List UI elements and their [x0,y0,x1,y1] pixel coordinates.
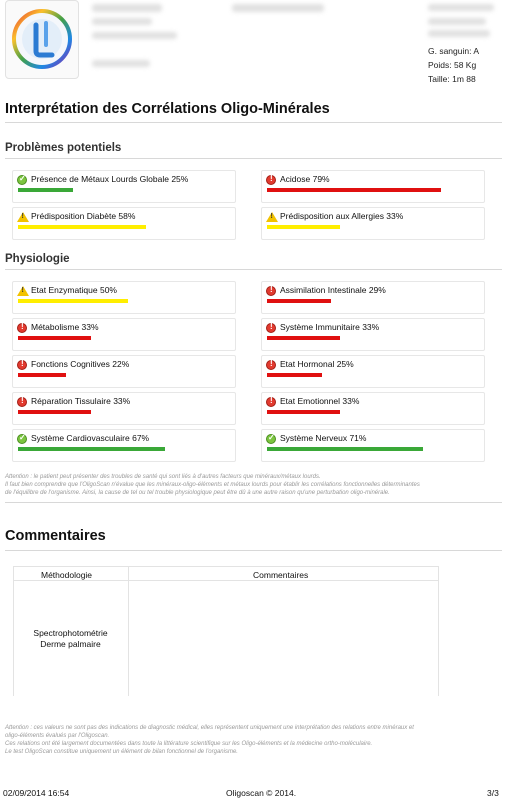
section-title-problems: Problèmes potentiels [5,142,122,154]
indicator-label: Acidose 79% [280,174,330,184]
redacted-text [428,30,490,37]
column-header-method: Méthodologie [41,570,93,580]
comments-title: Commentaires [5,528,106,544]
indicator-label: Système Nerveux 71% [280,433,367,443]
indicator-card: Prédisposition Diabète 58% [12,207,236,240]
warning-triangle-icon [17,286,29,296]
method-value: Spectrophotométrie [33,628,108,638]
check-circle-icon [17,433,27,444]
indicator-bar [267,336,340,340]
footer-page-number: 3/3 [487,788,499,798]
redacted-text [428,18,486,25]
indicator-label: Présence de Métaux Lourds Globale 25% [31,174,189,184]
redacted-text [92,60,150,67]
disclaimer-line: oligo-éléments évalués par l'Oligoscan. [5,733,110,739]
footer-datetime: 02/09/2014 16:54 [3,788,70,798]
page-title: Interprétation des Corrélations Oligo-Mi… [5,101,330,117]
indicator-card: Réparation Tissulaire 33% [12,392,236,425]
exclamation-circle-icon [17,359,27,370]
indicator-card: Etat Emotionnel 33% [261,392,485,425]
divider [5,502,502,503]
indicator-label: Fonctions Cognitives 22% [31,359,130,369]
indicator-card: Système Nerveux 71% [261,429,485,462]
warning-triangle-icon [17,212,29,222]
redacted-text [232,4,324,12]
column-header-comments: Commentaires [253,570,309,580]
oligoscan-logo-icon [12,9,72,69]
indicator-bar [267,188,441,192]
indicator-card: Système Immunitaire 33% [261,318,485,351]
redacted-text [92,32,177,39]
exclamation-circle-icon [266,174,276,185]
weight: Poids: 58 Kg [428,60,477,70]
indicator-label: Système Immunitaire 33% [280,322,380,332]
indicator-bar [18,225,146,229]
exclamation-circle-icon [266,285,276,296]
indicator-bar [18,299,128,303]
exclamation-circle-icon [266,322,276,333]
indicator-bar [267,410,340,414]
exclamation-circle-icon [266,359,276,370]
footer-copyright: Oligoscan © 2014. [226,788,297,798]
blood-group: G. sanguin: A [428,46,480,56]
indicator-bar [18,410,91,414]
exclamation-circle-icon [17,396,27,407]
redacted-text [92,4,162,12]
logo [5,0,79,79]
indicator-card: Etat Hormonal 25% [261,355,485,388]
method-value: Derme palmaire [40,639,101,649]
indicator-card: Métabolisme 33% [12,318,236,351]
indicator-card: Système Cardiovasculaire 67% [12,429,236,462]
disclaimer-line: de l'équilibre de l'organisme. Ainsi, la… [5,490,390,496]
divider [5,550,502,551]
disclaimer-line: Attention : ces valeurs ne sont pas des … [5,725,414,731]
indicator-bar [267,299,331,303]
disclaimer-line: Ces relations ont été largement document… [5,741,373,747]
divider [5,158,502,159]
indicator-card: Etat Enzymatique 50% [12,281,236,314]
indicator-label: Etat Enzymatique 50% [31,285,117,295]
indicator-label: Assimilation Intestinale 29% [280,285,386,295]
indicator-bar [18,447,165,451]
indicator-bar [18,336,91,340]
disclaimer-line: Il faut bien comprendre que l'OligoScan … [5,482,420,488]
disclaimer-line: Le test OligoScan constitue uniquement u… [5,749,238,755]
comments-table: Méthodologie Commentaires Spectrophotomé… [13,566,439,696]
check-circle-icon [266,433,276,444]
indicator-card: Prédisposition aux Allergies 33% [261,207,485,240]
disclaimer-line: Attention : le patient peut présenter de… [5,474,321,480]
exclamation-circle-icon [17,322,27,333]
indicator-bar [267,225,340,229]
divider [5,122,502,123]
height: Taille: 1m 88 [428,74,476,84]
check-circle-icon [17,174,27,185]
indicator-label: Prédisposition Diabète 58% [31,211,136,221]
section-title-physiology: Physiologie [5,253,70,265]
indicator-label: Métabolisme 33% [31,322,99,332]
redacted-text [428,4,494,11]
indicator-bar [18,188,73,192]
indicator-bar [267,373,322,377]
indicator-bar [267,447,423,451]
indicator-card: Acidose 79% [261,170,485,203]
indicator-card: Assimilation Intestinale 29% [261,281,485,314]
indicator-card: Présence de Métaux Lourds Globale 25% [12,170,236,203]
indicator-label: Prédisposition aux Allergies 33% [280,211,404,221]
redacted-text [92,18,152,25]
indicator-card: Fonctions Cognitives 22% [12,355,236,388]
indicator-label: Etat Hormonal 25% [280,359,354,369]
indicator-bar [18,373,66,377]
indicator-label: Réparation Tissulaire 33% [31,396,131,406]
warning-triangle-icon [266,212,278,222]
exclamation-circle-icon [266,396,276,407]
indicator-label: Etat Emotionnel 33% [280,396,360,406]
divider [5,269,502,270]
indicator-label: Système Cardiovasculaire 67% [31,433,150,443]
